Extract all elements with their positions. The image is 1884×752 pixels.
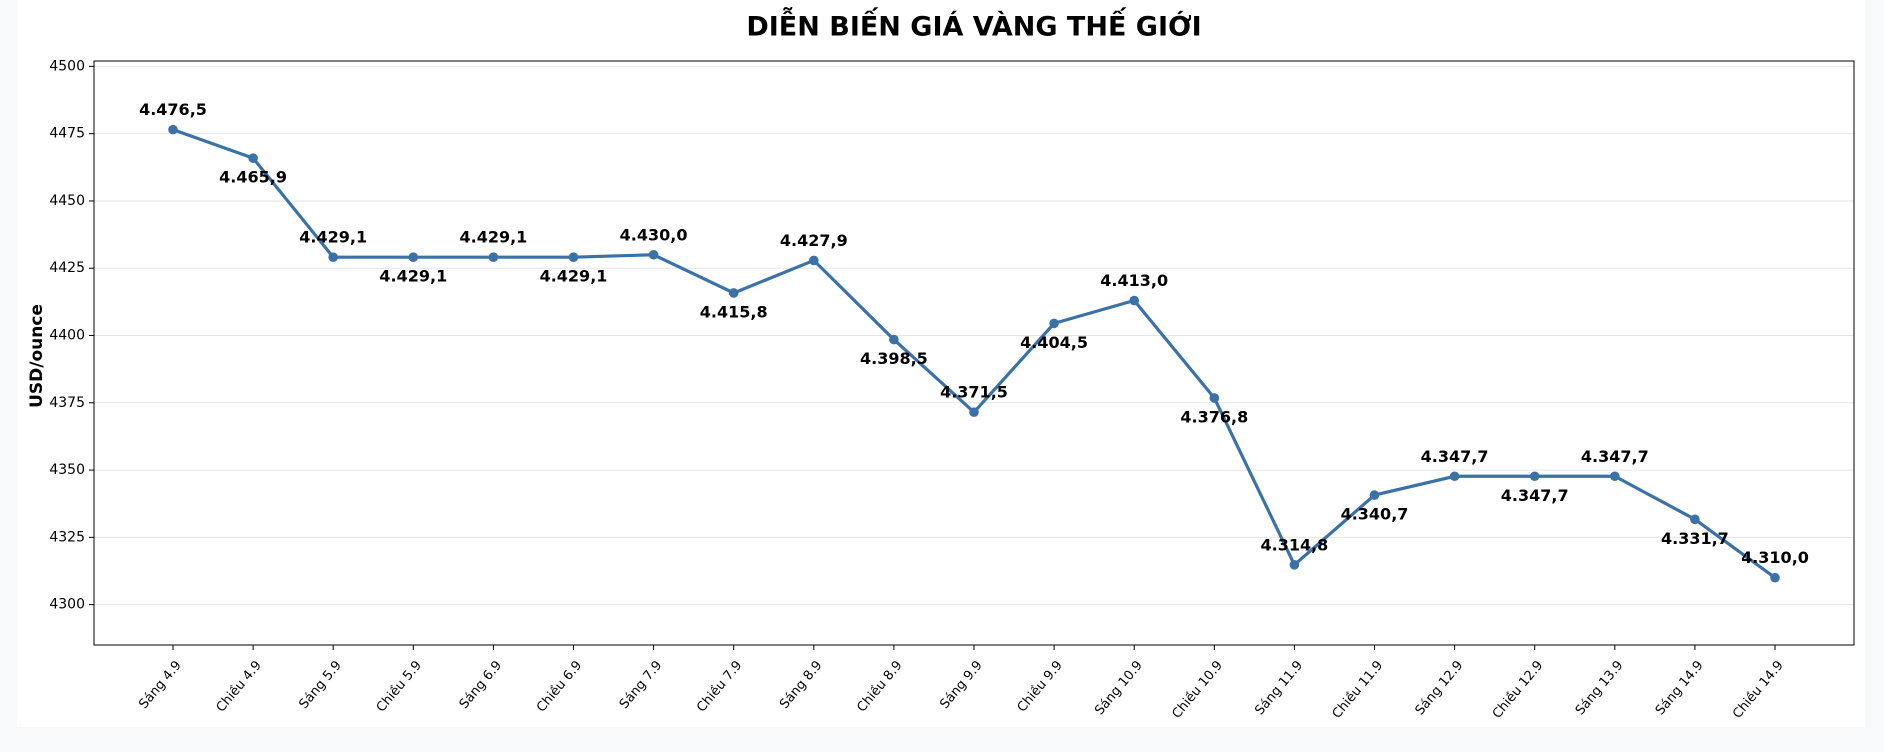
point (728, 288, 739, 298)
y-tick-label: 4450 (49, 193, 85, 209)
value-label: 4.331,7 (1661, 529, 1729, 548)
y-tick-label: 4325 (49, 529, 85, 545)
value-label: 4.340,7 (1341, 505, 1409, 524)
panel (17, 0, 1865, 727)
value-label: 4.347,7 (1501, 486, 1569, 505)
y-tick-label: 4425 (49, 260, 85, 276)
y-tick-label: 4375 (49, 395, 85, 411)
point (408, 252, 419, 262)
value-label: 4.404,5 (1020, 333, 1088, 352)
point (1690, 514, 1700, 525)
point (889, 334, 899, 345)
point (809, 255, 819, 266)
value-label: 4.398,5 (860, 349, 928, 368)
point (1209, 393, 1220, 403)
y-tick-label: 4400 (49, 328, 85, 344)
y-tick-label: 4500 (49, 58, 85, 74)
y-tick-label: 4350 (49, 462, 85, 478)
value-label: 4.310,0 (1741, 548, 1809, 567)
value-label: 4.314,8 (1260, 535, 1328, 554)
value-label: 4.430,0 (620, 225, 688, 244)
point (1449, 471, 1460, 482)
value-label: 4.465,9 (219, 168, 287, 187)
value-label: 4.429,1 (540, 267, 608, 286)
point (1129, 295, 1139, 306)
value-label: 4.413,0 (1100, 271, 1168, 290)
point (328, 252, 339, 262)
value-label: 4.376,8 (1180, 407, 1248, 426)
point (1289, 560, 1300, 570)
value-label: 4.371,5 (940, 383, 1008, 402)
value-label: 4.347,7 (1421, 447, 1489, 466)
y-tick-label: 4300 (49, 597, 85, 613)
point (1770, 572, 1780, 583)
point (1529, 471, 1540, 482)
chart-title: DIỄN BIẾN GIÁ VÀNG THẾ GIỚI (746, 7, 1201, 43)
y-axis-label: USD/ounce (27, 304, 47, 408)
point (1369, 490, 1380, 500)
point (1049, 318, 1059, 329)
point (1610, 471, 1620, 482)
value-label: 4.429,1 (379, 267, 447, 286)
value-label: 4.427,9 (780, 231, 848, 250)
value-label: 4.347,7 (1581, 447, 1649, 466)
point (568, 252, 579, 262)
y-tick-label: 4475 (49, 126, 85, 142)
point (248, 153, 258, 163)
point (488, 252, 499, 262)
value-label: 4.429,1 (299, 228, 367, 247)
value-label: 4.415,8 (700, 302, 768, 321)
point (168, 124, 178, 135)
point (648, 249, 659, 260)
value-label: 4.476,5 (139, 100, 207, 119)
value-label: 4.429,1 (459, 228, 527, 247)
point (969, 407, 979, 418)
